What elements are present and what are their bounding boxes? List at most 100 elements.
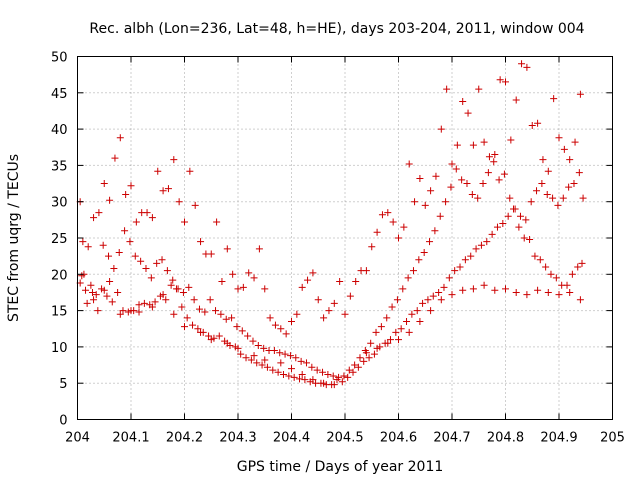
data-point <box>207 336 215 344</box>
data-point <box>527 198 535 206</box>
data-point <box>427 307 435 315</box>
y-tick-label: 5 <box>59 377 67 392</box>
data-point <box>153 259 161 267</box>
data-point <box>99 241 107 249</box>
data-point <box>415 256 423 264</box>
data-point <box>559 194 567 202</box>
data-point <box>127 307 135 315</box>
data-point <box>94 307 102 315</box>
data-point <box>215 332 223 340</box>
data-point <box>543 190 551 198</box>
data-point <box>191 201 199 209</box>
x-tick-label: 204.8 <box>487 431 524 446</box>
chart-title: Rec. albh (Lon=236, Lat=48, h=HE), days … <box>89 21 584 37</box>
data-point <box>571 138 579 146</box>
data-point <box>330 381 338 389</box>
data-point <box>448 291 456 299</box>
data-point <box>384 209 392 217</box>
x-tick-label: 204.6 <box>380 431 417 446</box>
data-point <box>320 314 328 322</box>
data-point <box>137 257 145 265</box>
data-point <box>399 285 407 293</box>
x-tick-label: 204.9 <box>540 431 577 446</box>
data-point <box>491 151 499 159</box>
data-point <box>105 252 113 260</box>
data-point <box>242 354 250 362</box>
data-point <box>413 307 421 315</box>
data-point <box>333 376 341 384</box>
data-point <box>292 354 300 362</box>
data-point <box>362 349 370 357</box>
data-point <box>373 344 381 352</box>
data-point <box>244 332 252 340</box>
data-point <box>338 378 346 386</box>
data-point <box>237 350 245 358</box>
data-point <box>523 291 531 299</box>
axis-ticks <box>77 56 613 420</box>
data-point <box>250 274 258 282</box>
data-point <box>563 281 571 289</box>
data-point <box>502 78 509 86</box>
data-point <box>475 85 483 93</box>
data-point <box>288 365 295 373</box>
data-point <box>420 249 428 257</box>
data-point <box>217 310 225 318</box>
data-point <box>260 344 268 352</box>
data-point <box>386 336 394 344</box>
data-point <box>528 121 536 129</box>
data-point <box>341 310 349 318</box>
data-point <box>126 238 134 246</box>
data-point <box>239 283 247 291</box>
y-tick-label: 0 <box>59 414 67 429</box>
data-point <box>499 219 507 227</box>
data-point <box>135 308 143 316</box>
data-point <box>404 274 412 282</box>
data-point <box>534 286 542 294</box>
data-point <box>383 314 391 322</box>
grid-lines <box>77 56 613 420</box>
data-point <box>431 227 439 235</box>
data-point <box>395 336 402 344</box>
data-point <box>233 323 241 331</box>
data-point <box>526 235 534 243</box>
data-point <box>365 354 373 362</box>
data-point <box>151 298 159 306</box>
data-point <box>377 323 385 331</box>
data-point <box>495 176 503 184</box>
data-point <box>114 288 122 296</box>
data-point <box>258 361 266 369</box>
data-point <box>218 278 226 286</box>
data-point <box>245 269 253 277</box>
data-point <box>159 187 167 195</box>
data-point <box>574 263 582 271</box>
data-point <box>491 286 499 294</box>
data-point <box>344 373 352 381</box>
data-point <box>255 245 263 253</box>
data-point <box>510 205 518 213</box>
data-point <box>560 145 568 153</box>
data-point <box>515 223 523 231</box>
data-point <box>135 301 143 309</box>
x-tick-label: 204.3 <box>219 431 256 446</box>
data-point <box>159 291 167 299</box>
data-point <box>205 332 213 340</box>
data-point <box>170 156 178 164</box>
data-point <box>544 167 552 175</box>
data-point <box>362 267 370 275</box>
data-point <box>261 356 269 364</box>
data-point <box>324 370 332 378</box>
data-point <box>544 288 552 296</box>
data-point <box>254 341 262 349</box>
data-point <box>100 286 108 294</box>
data-point <box>345 366 353 374</box>
data-point <box>523 63 531 71</box>
data-point <box>349 368 357 376</box>
data-point <box>309 269 317 277</box>
data-point <box>329 372 337 380</box>
x-axis-label: GPS time / Days of year 2011 <box>237 459 444 475</box>
data-point <box>330 299 338 307</box>
data-point <box>484 169 492 177</box>
data-point <box>531 252 539 260</box>
data-point <box>468 190 476 198</box>
